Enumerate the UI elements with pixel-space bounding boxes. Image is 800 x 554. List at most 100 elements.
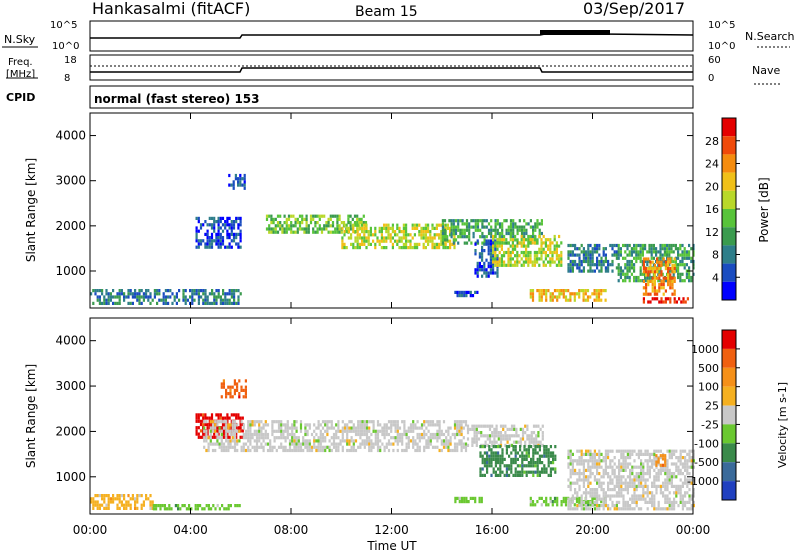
heatmap-cell [145,289,148,293]
heatmap-cell [673,279,676,283]
heatmap-cell [221,422,225,427]
heatmap-cell [460,442,463,446]
heatmap-cell [350,236,353,240]
heatmap-cell [181,504,184,508]
heatmap-cell [103,506,106,510]
heatmap-cell [567,298,570,302]
heatmap-cell [611,253,614,257]
heatmap-cell [481,258,484,262]
heatmap-cell [629,475,632,479]
heatmap-cell [545,289,548,293]
heatmap-cell [434,445,437,449]
heatmap-cell [509,238,512,242]
heatmap-cell [398,230,401,234]
heatmap-cell [357,420,360,424]
heatmap-cell [398,239,401,243]
heatmap-cell [569,243,572,248]
heatmap-cell [346,432,349,437]
heatmap-cell [446,226,449,230]
heatmap-cell [596,256,599,260]
heatmap-cell [589,491,592,495]
heatmap-cell [567,253,570,257]
heatmap-cell [635,494,638,498]
heatmap-cell [591,250,594,254]
heatmap-cell [490,461,493,465]
heatmap-cell [214,507,217,511]
heatmap-cell [611,449,614,453]
heatmap-cell [571,243,574,248]
heatmap-cell [341,426,344,430]
heatmap-cell [620,478,623,482]
heatmap-cell [587,507,590,511]
heatmap-cell [458,423,461,427]
heatmap-cell [343,426,347,430]
heatmap-cell [476,268,479,272]
heatmap-cell [620,491,623,495]
heatmap-cell [602,475,605,479]
heatmap-cell [222,445,226,449]
heatmap-cell [545,298,548,302]
heatmap-cell [358,224,361,228]
heatmap-cell [685,250,688,254]
heatmap-cell [356,239,359,243]
heatmap-cell [564,295,568,299]
heatmap-cell [663,250,666,254]
heatmap-cell [490,225,493,229]
heatmap-cell [639,269,642,273]
heatmap-cell [376,436,380,440]
heatmap-cell [499,431,503,435]
heatmap-cell [675,449,678,453]
heatmap-cell [239,173,242,178]
heatmap-cell [173,298,176,302]
heatmap-cell [347,214,350,218]
heatmap-cell [506,437,509,441]
heatmap-cell [225,388,228,392]
heatmap-cell [197,292,200,296]
heatmap-cell [679,263,682,267]
heatmap-cell [644,259,647,264]
heatmap-cell [602,481,605,485]
heatmap-cell [416,448,419,453]
time-axis-ticks: 00:00 04:00 08:00 12:00 16:00 20:00 00:00 [73,523,711,537]
heatmap-cell [494,225,497,229]
heatmap-cell [258,423,261,427]
heatmap-cell [251,423,254,427]
heatmap-cell [547,503,550,507]
heatmap-cell [470,219,473,223]
heatmap-cell [412,439,415,443]
heatmap-cell [679,472,682,476]
heatmap-cell [118,292,121,296]
heatmap-cell [380,230,383,234]
heatmap-cell [483,249,486,253]
heatmap-cell [657,500,660,504]
heatmap-cell [449,246,452,250]
heatmap-cell [233,439,237,443]
heatmap-cell [326,432,329,437]
heatmap-cell [686,459,689,463]
heatmap-cell [492,257,495,261]
heatmap-cell [620,452,623,456]
heatmap-cell [233,420,237,424]
heatmap-cell [191,298,194,302]
heatmap-cell [396,420,399,424]
heatmap-cell [677,491,680,495]
heatmap-cell [306,439,309,443]
heatmap-cell [547,260,550,264]
heatmap-cell [244,448,248,453]
heatmap-cell [471,294,475,298]
heatmap-cell [685,253,688,257]
heatmap-cell [231,432,234,437]
heatmap-cell [343,233,346,237]
heatmap-cell [163,504,166,508]
heatmap-cell [360,221,363,225]
heatmap-cell [578,472,581,476]
heatmap-cell [553,238,556,242]
heatmap-cell [628,266,631,270]
heatmap-cell [239,239,242,243]
heatmap-cell [580,459,583,463]
heatmap-cell [92,506,95,510]
heatmap-cell [203,507,206,511]
heatmap-cell [228,226,231,230]
heatmap-cell [470,241,473,245]
heatmap-cell [587,449,590,453]
